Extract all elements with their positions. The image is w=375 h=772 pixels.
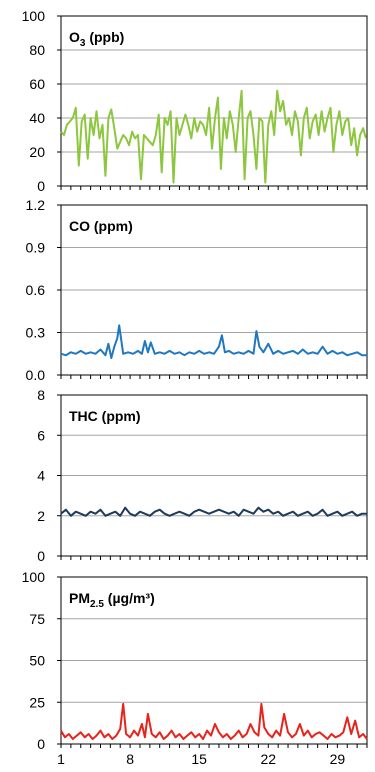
plot-frame: [60, 15, 368, 187]
y-tick-label: 8: [37, 387, 45, 403]
panel-label: O3 (ppb): [69, 29, 124, 49]
series-line-1: [60, 89, 367, 184]
chart-panel-2: 0.0 0.3 0.6 0.9 1.2 CO (ppm): [26, 197, 368, 383]
x-tick-label: 22: [261, 751, 277, 767]
plot-frame: [60, 576, 368, 745]
y-tick-label: 100: [22, 569, 46, 585]
y-tick-label: 0: [37, 736, 45, 752]
chart-panel-4: 0 25 50 75 100 PM2.5 (µg/m³) 1 8 15 22 29: [22, 569, 368, 767]
panel-label: CO (ppm): [69, 218, 133, 234]
y-tick-label: 80: [29, 42, 45, 58]
y-tick-label: 2: [37, 508, 45, 524]
y-tick-label: 50: [29, 653, 45, 669]
y-tick-label: 100: [22, 8, 46, 24]
chart-panel-3: 0 2 4 6 8 THC (ppm): [37, 387, 368, 564]
y-tick-label: 0.6: [26, 282, 46, 298]
y-tick-label: 1.2: [26, 197, 46, 213]
plot-frame: [60, 204, 368, 376]
chart-panel-1: 0 20 40 60 80 100 O3 (ppb): [22, 8, 368, 194]
panel-label: PM2.5 (µg/m³): [69, 590, 155, 610]
x-tick-label: 1: [57, 751, 65, 767]
y-tick-label: 0: [37, 178, 45, 194]
y-tick-label: 40: [29, 110, 45, 126]
panel-label: THC (ppm): [69, 408, 141, 424]
y-tick-label: 0.9: [26, 240, 46, 256]
y-tick-label: 6: [37, 427, 45, 443]
y-tick-label: 75: [29, 611, 45, 627]
series-line-4: [60, 702, 368, 740]
series-line-2: [60, 324, 367, 359]
x-tick-label: 8: [126, 751, 134, 767]
y-tick-label: 4: [37, 468, 45, 484]
y-tick-label: 0.0: [26, 367, 46, 383]
x-tick-label: 15: [191, 751, 207, 767]
x-tick-label: 29: [330, 751, 346, 767]
y-tick-label: 0.3: [26, 325, 46, 341]
y-tick-label: 0: [37, 548, 45, 564]
plot-frame: [60, 394, 368, 557]
y-tick-label: 60: [29, 76, 45, 92]
series-line-3: [60, 506, 367, 517]
y-tick-label: 25: [29, 694, 45, 710]
y-tick-label: 20: [29, 144, 45, 160]
